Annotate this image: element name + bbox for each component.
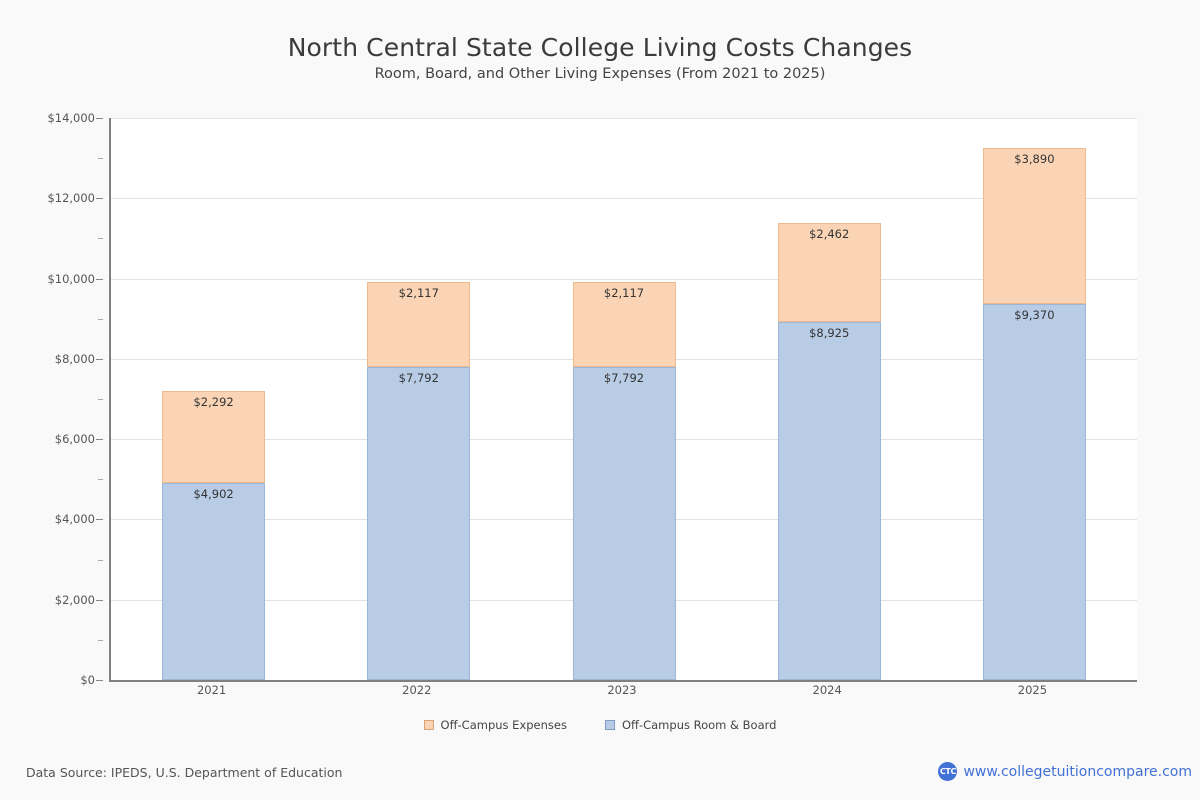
bar-segment[interactable]: $2,117	[367, 282, 471, 368]
y-tick-label: $10,000	[47, 271, 95, 286]
plot-area: $4,902 $2,292 $7,792 $2,117 $7,792 $2,117 $8,9…	[109, 118, 1137, 682]
bar-group[interactable]: $9,370 $3,890	[982, 118, 1086, 680]
y-tick-label: $2,000	[54, 592, 95, 607]
bar-value-label: $8,925	[809, 325, 850, 340]
bar-segment[interactable]: $9,370	[982, 303, 1086, 680]
ctc-logo-icon: CTC	[938, 762, 958, 781]
bar-segment[interactable]: $2,292	[162, 391, 266, 484]
gridline	[111, 278, 1137, 280]
data-source-text: Data Source: IPEDS, U.S. Department of E…	[26, 765, 343, 780]
legend-label: Off-Campus Expenses	[440, 718, 567, 732]
x-tick-label: 2024	[812, 683, 842, 697]
chart-legend: Off-Campus Expenses Off-Campus Room & Boa…	[0, 718, 1200, 732]
bar-group[interactable]: $7,792 $2,117	[572, 118, 676, 680]
y-tick-minor	[98, 158, 103, 160]
y-axis: $0 $2,000 $4,000 $6,000 $8,000 $10,000 $12,000…	[0, 111, 103, 687]
y-tick-minor	[98, 238, 103, 240]
y-tick-major	[96, 198, 103, 200]
bar-value-label: $3,890	[1014, 151, 1055, 166]
bar-value-label: $7,792	[398, 371, 439, 386]
y-tick-label: $12,000	[47, 191, 95, 206]
legend-swatch-icon	[604, 720, 615, 730]
bar-group[interactable]: $7,792 $2,117	[367, 118, 471, 680]
y-tick-label: $6,000	[54, 432, 95, 447]
y-tick-label: $0	[80, 673, 95, 687]
bar-segment[interactable]: $8,925	[777, 321, 881, 680]
y-tick-minor	[98, 399, 103, 400]
y-tick-major	[96, 599, 103, 601]
bar-value-label: $2,117	[398, 286, 439, 301]
legend-label: Off-Campus Room & Board	[621, 718, 777, 732]
brand-url-link[interactable]: www.collegetuitioncompare.com	[963, 763, 1192, 780]
bar-segment[interactable]: $4,902	[162, 483, 266, 680]
bar-segment[interactable]: $3,890	[982, 147, 1086, 304]
gridline	[111, 198, 1137, 200]
bar-group[interactable]: $4,902 $2,292	[162, 118, 266, 680]
bar-value-label: $7,792	[603, 371, 645, 386]
y-tick-label: $14,000	[47, 111, 95, 125]
y-tick-minor	[98, 639, 103, 641]
bar-value-label: $4,902	[193, 487, 234, 502]
y-tick-minor	[98, 559, 103, 561]
bar-value-label: $2,117	[603, 286, 645, 301]
y-tick-minor	[98, 318, 103, 320]
bar-value-label: $2,292	[193, 395, 234, 410]
x-tick-label: 2021	[196, 683, 227, 697]
bars-layer: $4,902 $2,292 $7,792 $2,117 $7,792 $2,117 $8,9…	[111, 118, 1137, 680]
legend-item[interactable]: Off-Campus Expenses	[423, 718, 567, 732]
bar-segment[interactable]: $7,792	[367, 367, 471, 680]
bar-segment[interactable]: $2,462	[777, 222, 881, 322]
y-tick-minor	[98, 479, 103, 481]
chart-subtitle: Room, Board, and Other Living Expenses (…	[374, 66, 826, 82]
y-tick-major	[96, 519, 103, 521]
y-tick-major	[96, 680, 103, 681]
y-tick-label: $4,000	[54, 512, 95, 527]
y-tick-major	[96, 278, 103, 280]
y-tick-major	[96, 118, 103, 119]
legend-swatch-icon	[423, 720, 434, 730]
gridline	[111, 118, 1137, 119]
bar-segment[interactable]: $2,117	[572, 282, 676, 368]
bar-value-label: $2,462	[809, 226, 850, 241]
y-tick-major	[96, 439, 103, 441]
bar-value-label: $9,370	[1014, 307, 1055, 322]
brand-watermark[interactable]: CTC www.collegetuitioncompare.com	[938, 762, 1192, 781]
legend-item[interactable]: Off-Campus Room & Board	[604, 718, 777, 732]
x-axis: 2021 2022 2023 2024 2025	[109, 683, 1137, 705]
y-tick-label: $8,000	[54, 351, 95, 366]
bar-segment[interactable]: $7,792	[572, 367, 676, 680]
bar-group[interactable]: $8,925 $2,462	[777, 118, 881, 680]
x-tick-label: 2025	[1017, 683, 1048, 697]
x-tick-label: 2023	[607, 683, 637, 697]
chart-title: North Central State College Living Costs…	[287, 33, 913, 62]
x-tick-label: 2022	[402, 683, 432, 697]
y-tick-major	[96, 358, 103, 360]
